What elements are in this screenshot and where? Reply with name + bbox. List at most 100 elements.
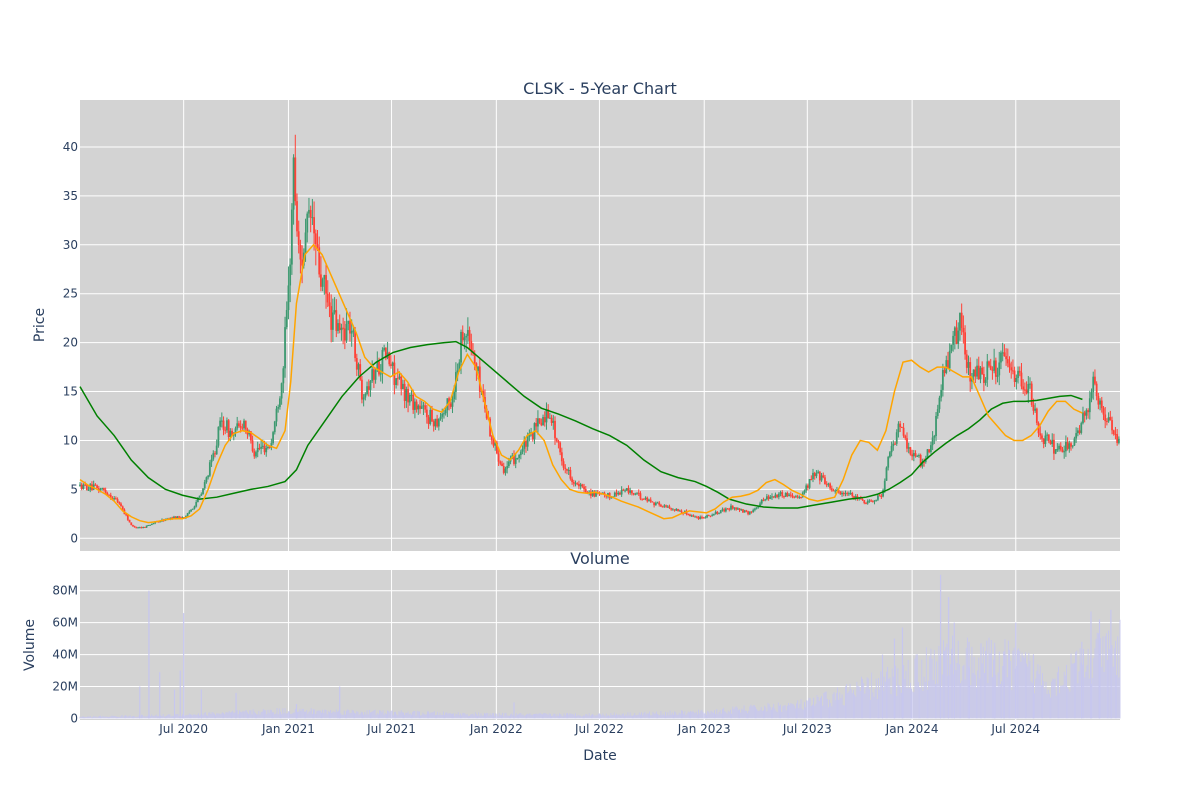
volume-bar	[357, 711, 359, 719]
candle-body-down	[1078, 430, 1081, 433]
volume-bar	[546, 714, 548, 719]
volume-bar	[516, 714, 518, 719]
candle-body-up	[736, 508, 739, 510]
volume-bar	[944, 650, 946, 719]
volume-bar	[916, 654, 918, 719]
volume-bar	[1034, 693, 1036, 719]
candle-body-up	[391, 362, 394, 366]
volume-bar	[1101, 666, 1103, 719]
candle-body-down	[964, 332, 966, 355]
candle-body-up	[413, 401, 416, 410]
volume-bar	[1097, 633, 1099, 719]
volume-bar	[1114, 640, 1116, 719]
candle-body-down	[627, 488, 630, 493]
volume-bar	[575, 713, 576, 719]
volume-bar	[303, 711, 305, 719]
volume-bar	[564, 715, 566, 719]
volume-bar	[317, 710, 319, 719]
candle-body-up	[752, 509, 755, 513]
volume-bar	[170, 716, 172, 719]
volume-bar	[807, 700, 809, 719]
volume-spike-bar	[939, 574, 942, 719]
volume-bar	[385, 714, 387, 719]
candle-body-up	[713, 513, 715, 515]
volume-bar	[1027, 666, 1029, 719]
candle-body-up	[138, 527, 141, 529]
candle-body-down	[576, 483, 579, 485]
volume-bar	[942, 640, 944, 719]
volume-bar	[755, 706, 756, 719]
candle-body-up	[882, 489, 884, 497]
volume-bar	[514, 716, 516, 719]
volume-bar	[321, 712, 322, 719]
candle-body-down	[359, 364, 362, 380]
volume-bar	[629, 712, 631, 719]
volume-bar	[457, 712, 459, 719]
candle-body-up	[137, 527, 139, 529]
candle-body-up	[306, 213, 309, 233]
volume-bar	[507, 715, 509, 719]
candle-body-down	[501, 463, 503, 466]
volume-bar	[589, 715, 591, 719]
volume-bar	[848, 691, 850, 719]
volume-bar	[609, 716, 611, 719]
candle-body-up	[1088, 398, 1091, 413]
volume-bar	[401, 712, 403, 719]
candle-body-up	[207, 475, 210, 478]
candle-body-up	[255, 452, 257, 457]
volume-bar	[151, 714, 153, 719]
candle-body-down	[670, 508, 673, 510]
volume-spike-bar	[1003, 651, 1005, 719]
candle-body-up	[808, 479, 811, 488]
volume-bar	[510, 714, 512, 719]
candle-body-down	[661, 506, 664, 508]
volume-bar	[965, 647, 967, 719]
volume-bar	[778, 705, 780, 719]
long-moving-average-line	[79, 340, 1083, 509]
volume-bar	[663, 715, 665, 719]
volume-bar	[931, 658, 933, 719]
volume-bar	[956, 662, 958, 719]
volume-spike-bar	[200, 689, 202, 719]
volume-bar	[475, 713, 477, 719]
candle-body-down	[697, 517, 700, 519]
volume-bar	[647, 713, 649, 719]
candle-body-up	[567, 469, 570, 471]
candle-body-down	[947, 360, 949, 369]
volume-bar	[741, 708, 743, 719]
candle-body-down	[1059, 445, 1062, 450]
candle-body-down	[863, 500, 866, 504]
volume-bar	[366, 710, 368, 719]
volume-bar	[116, 716, 117, 719]
volume-bar	[545, 713, 547, 719]
volume-bar	[872, 692, 874, 719]
candle-body-down	[1025, 389, 1028, 394]
candle-body-down	[144, 526, 146, 528]
volume-bar	[930, 648, 932, 719]
candle-body-down	[513, 455, 515, 464]
candle-body-up	[1107, 417, 1110, 422]
volume-bar	[955, 670, 957, 719]
volume-bar	[365, 714, 367, 719]
candle-body-up	[210, 459, 213, 463]
candle-body-down	[796, 496, 799, 498]
candle-body-down	[415, 401, 418, 410]
candle-body-up	[574, 483, 577, 485]
candle-body-up	[1076, 430, 1079, 434]
price-y-tick-label: 20	[63, 336, 78, 350]
volume-bar	[544, 713, 546, 719]
volume-bar	[868, 688, 870, 719]
volume-bar	[999, 683, 1001, 719]
volume-bar	[171, 715, 173, 719]
volume-bar	[603, 715, 605, 719]
candle-body-up	[159, 521, 162, 523]
volume-bar	[568, 714, 570, 719]
volume-bar	[466, 714, 468, 719]
volume-bar	[1019, 650, 1021, 719]
candle-body-up	[337, 323, 339, 331]
candle-body-up	[545, 409, 548, 423]
volume-bar	[701, 709, 703, 719]
volume-bar	[1113, 648, 1115, 719]
x-tick-label: Jul 2020	[158, 722, 208, 736]
volume-bar	[322, 709, 324, 719]
